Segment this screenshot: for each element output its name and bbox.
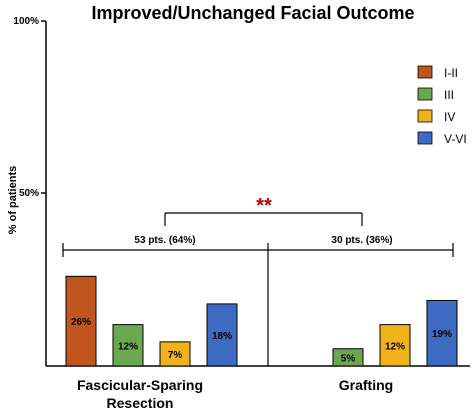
bar-value-label: 12% xyxy=(118,341,138,352)
bar-value-label: 19% xyxy=(432,329,452,340)
bar-value-label: 26% xyxy=(71,317,91,328)
y-axis-label: % of patients xyxy=(7,166,19,234)
bar-value-label: 5% xyxy=(341,353,356,364)
chart-title: Improved/Unchanged Facial Outcome xyxy=(91,3,414,23)
significance-marker: ** xyxy=(256,195,272,217)
legend-swatch xyxy=(417,131,433,145)
bar-value-label: 18% xyxy=(212,331,232,342)
legend-label: IV xyxy=(444,110,455,124)
bar-V-VI-group-2 xyxy=(426,299,458,367)
legend: I-II III IV V-VI xyxy=(417,65,467,146)
group-1-label-line2: Resection xyxy=(107,395,174,411)
legend-swatch xyxy=(417,87,433,101)
bar-IV-group-2 xyxy=(379,324,411,367)
bars-layer: 26% 12% 5% 7% 12% 18% 19% xyxy=(65,275,458,367)
bar-value-label: 12% xyxy=(385,341,405,352)
bar-IV-group-1 xyxy=(159,341,191,367)
legend-label: III xyxy=(444,88,454,102)
group-2-patients: 30 pts. (36%) xyxy=(331,235,392,246)
bar-III-group-1 xyxy=(112,324,144,367)
legend-label: V-VI xyxy=(444,132,467,146)
bar-I-II-group-1 xyxy=(65,275,97,367)
legend-swatch xyxy=(417,65,433,79)
y-tick-label-100: 100% xyxy=(13,16,39,27)
group-1-patients: 53 pts. (64%) xyxy=(134,235,195,246)
y-tick-label-50: 50% xyxy=(19,188,39,199)
bar-value-label: 7% xyxy=(168,350,183,361)
bar-III-group-2 xyxy=(332,348,364,367)
group-1-label-line1: Fascicular-Sparing xyxy=(77,377,203,393)
bar-V-VI-group-1 xyxy=(206,303,238,367)
legend-label: I-II xyxy=(444,66,458,80)
group-2-label-line1: Grafting xyxy=(339,377,393,393)
legend-swatch xyxy=(417,109,433,123)
